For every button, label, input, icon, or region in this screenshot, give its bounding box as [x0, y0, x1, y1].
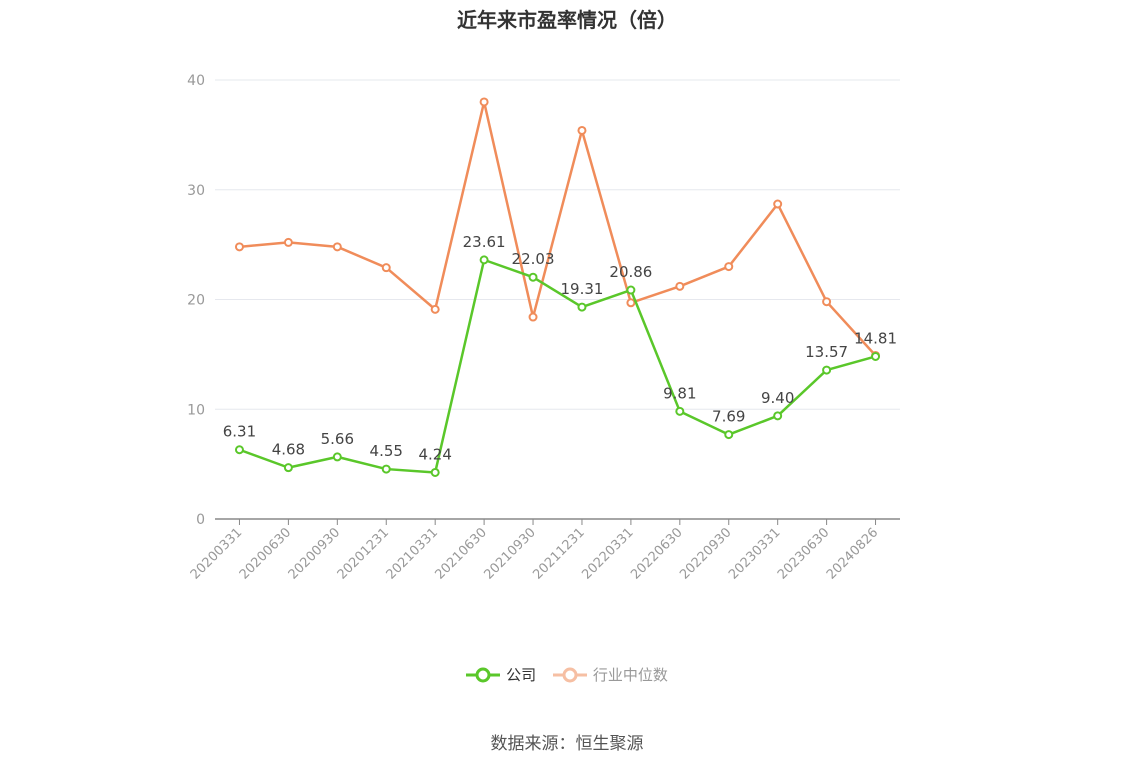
data-point-1	[430, 304, 440, 314]
data-label: 5.66	[321, 430, 354, 448]
data-point-0	[724, 430, 734, 440]
data-point-1	[234, 242, 244, 252]
x-tick-label: 20220630	[628, 525, 685, 582]
legend-line-icon	[466, 667, 501, 682]
y-tick-label: 10	[187, 402, 205, 418]
data-point-0	[675, 406, 685, 416]
data-label: 7.69	[712, 408, 745, 426]
data-point-0	[626, 285, 636, 295]
data-point-1	[283, 237, 293, 247]
data-point-1	[626, 298, 636, 308]
data-label: 6.31	[223, 423, 256, 441]
x-tick-label: 20200331	[188, 525, 245, 582]
data-point-0	[332, 452, 342, 462]
data-point-1	[773, 199, 783, 209]
data-point-0	[822, 365, 832, 375]
legend: 公司 行业中位数	[0, 664, 1134, 687]
data-label: 4.68	[272, 441, 305, 459]
x-tick-label: 20200630	[237, 525, 294, 582]
chart-title: 近年来市盈率情况（倍）	[457, 8, 677, 32]
x-tick-label: 20230331	[726, 525, 783, 582]
data-point-0	[381, 464, 391, 474]
data-label: 20.86	[609, 263, 652, 281]
legend-label-industry: 行业中位数	[592, 666, 668, 684]
data-label: 9.40	[761, 389, 794, 407]
data-point-1	[724, 262, 734, 272]
data-point-1	[381, 263, 391, 273]
y-tick-label: 20	[187, 293, 205, 309]
x-tick-label: 20220331	[579, 525, 636, 582]
data-point-1	[822, 297, 832, 307]
x-tick-label: 20240826	[824, 525, 881, 582]
data-point-0	[430, 467, 440, 477]
data-point-0	[773, 411, 783, 421]
series-line-1	[239, 100, 877, 357]
x-tick-label: 20201231	[335, 525, 392, 582]
data-label: 9.81	[663, 384, 696, 402]
data-label: 23.61	[463, 233, 506, 251]
x-tick-label: 20220930	[677, 525, 734, 582]
data-label: 4.55	[370, 442, 403, 460]
data-point-1	[332, 242, 342, 252]
data-point-1	[479, 97, 489, 107]
legend-item-company[interactable]: 公司	[466, 664, 536, 685]
line-chart: 0 10 20 30 40 2020033120200630202009302020123…	[187, 73, 900, 583]
x-tick-label: 20210630	[433, 525, 490, 582]
data-point-0	[479, 255, 489, 265]
y-tick-label: 0	[196, 512, 205, 528]
data-label: 22.03	[512, 250, 555, 268]
data-point-0	[283, 463, 293, 473]
x-tick-label: 20210930	[481, 525, 538, 582]
x-tick-label: 20200930	[286, 525, 343, 582]
x-tick-label: 20210331	[384, 525, 441, 582]
data-point-0	[234, 445, 244, 455]
y-tick-label: 40	[187, 73, 205, 89]
data-source: 数据来源：恒生聚源	[490, 734, 644, 754]
data-point-0	[577, 302, 587, 312]
legend-line-icon	[552, 667, 587, 682]
data-point-1	[577, 125, 587, 135]
data-point-1	[528, 312, 538, 322]
x-tick-label: 20230630	[775, 525, 832, 582]
y-tick-label: 30	[187, 183, 205, 199]
data-point-0	[871, 351, 881, 361]
data-label: 14.81	[854, 329, 897, 347]
x-tick-label: 20211231	[530, 525, 587, 582]
data-point-0	[528, 272, 538, 282]
data-label: 19.31	[560, 280, 603, 298]
legend-label-company: 公司	[506, 666, 537, 684]
data-point-1	[675, 281, 685, 291]
series-line-0	[239, 258, 876, 474]
legend-item-industry[interactable]: 行业中位数	[552, 664, 668, 685]
data-label: 4.24	[418, 445, 451, 463]
data-label: 13.57	[805, 343, 848, 361]
